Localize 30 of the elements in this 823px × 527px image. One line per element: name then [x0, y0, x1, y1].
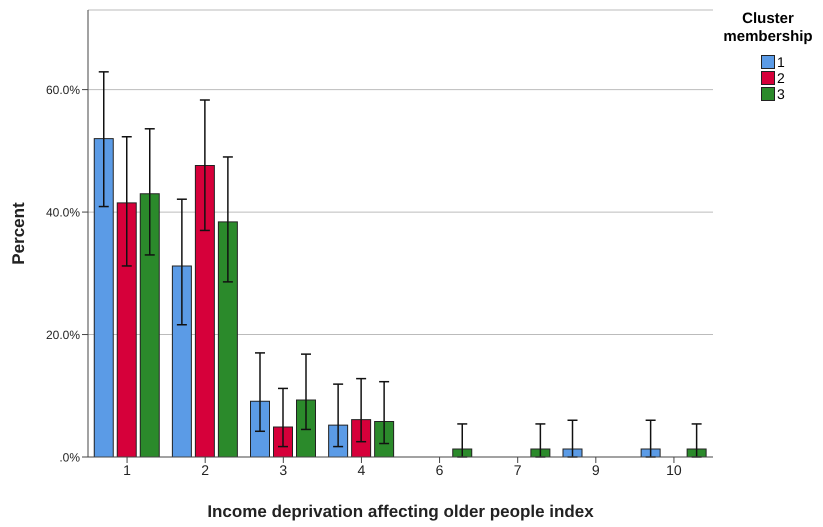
bar [172, 265, 192, 457]
x-tick-label: 9 [592, 462, 600, 478]
x-tick-label: 6 [436, 462, 444, 478]
bar [374, 420, 394, 457]
y-axis-title: Percent [9, 202, 28, 265]
y-tick-label: 20.0% [46, 328, 80, 342]
x-tick-label: 4 [358, 462, 366, 478]
bar [250, 400, 270, 457]
legend-label: 1 [777, 54, 785, 70]
x-axis-title: Income deprivation affecting older people index [207, 502, 594, 521]
x-tick-label: 2 [201, 462, 210, 478]
y-tick-label: 40.0% [46, 205, 80, 220]
legend-title: Cluster membership [722, 10, 814, 46]
bar [218, 221, 238, 457]
x-tick-label: 1 [123, 462, 132, 478]
legend-label: 3 [777, 86, 785, 102]
y-tick-label: 60.0% [46, 82, 80, 97]
x-tick-label: 3 [279, 462, 288, 478]
legend-label: 2 [777, 70, 785, 86]
bar [273, 426, 293, 457]
y-tick-label: .0% [59, 450, 80, 464]
bar [296, 400, 316, 457]
bar [116, 202, 137, 457]
x-tick-label: 7 [514, 462, 522, 478]
bar [194, 165, 215, 457]
bar [94, 138, 114, 457]
bar [351, 419, 372, 457]
bar [140, 193, 160, 457]
bar [328, 424, 348, 457]
x-tick-label: 10 [666, 462, 682, 478]
